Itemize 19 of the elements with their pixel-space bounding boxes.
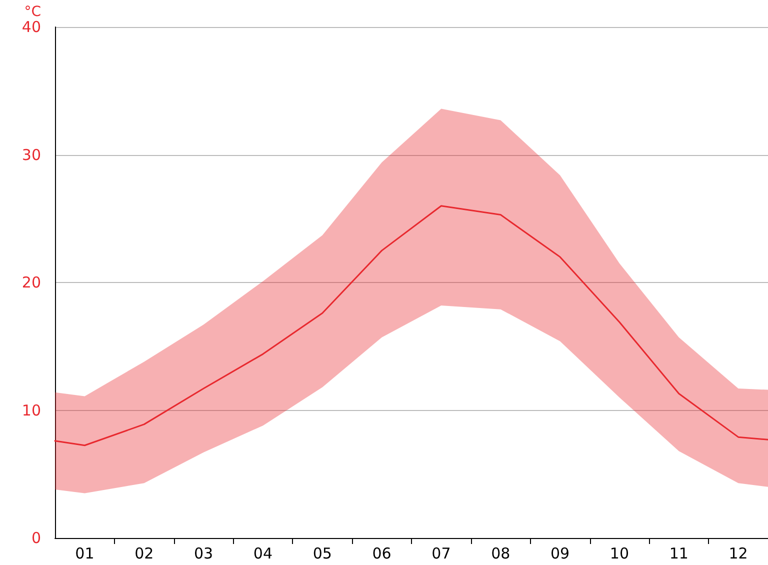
line-series xyxy=(54,205,768,446)
x-tick-label: 02 xyxy=(134,544,154,562)
x-tick-label: 04 xyxy=(253,544,273,562)
x-tick-label: 07 xyxy=(432,544,451,562)
x-tick-label: 11 xyxy=(669,544,688,562)
y-axis-title: °C xyxy=(24,4,42,20)
y-tick-label: 10 xyxy=(22,401,41,420)
x-tick-label: 01 xyxy=(75,544,94,562)
x-tick-label: 12 xyxy=(728,544,748,562)
y-tick-label: 0 xyxy=(31,529,41,547)
x-tick-label: 09 xyxy=(550,544,570,562)
x-tick-label: 08 xyxy=(491,544,510,562)
y-tick-label: 30 xyxy=(22,146,41,164)
x-tick-label: 03 xyxy=(194,544,214,562)
x-tick-label: 10 xyxy=(610,544,630,562)
y-tick-label: 20 xyxy=(22,274,41,292)
x-tick-label: 05 xyxy=(312,544,332,562)
y-tick-label: 40 xyxy=(22,18,41,36)
x-tick-label: 06 xyxy=(372,544,392,562)
